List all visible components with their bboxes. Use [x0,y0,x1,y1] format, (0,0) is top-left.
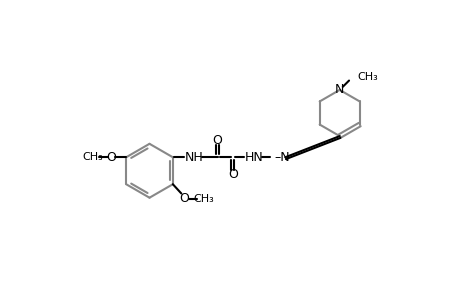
Text: O: O [212,134,222,147]
Text: CH₃: CH₃ [357,73,377,82]
Text: HN: HN [245,151,263,164]
Text: O: O [106,151,116,164]
Text: –N: –N [274,151,290,164]
Text: NH: NH [185,151,203,164]
Text: O: O [179,192,189,206]
Text: O: O [228,168,237,181]
Text: CH₃: CH₃ [193,194,213,204]
Text: CH₃: CH₃ [82,152,102,162]
Text: N: N [334,83,344,96]
